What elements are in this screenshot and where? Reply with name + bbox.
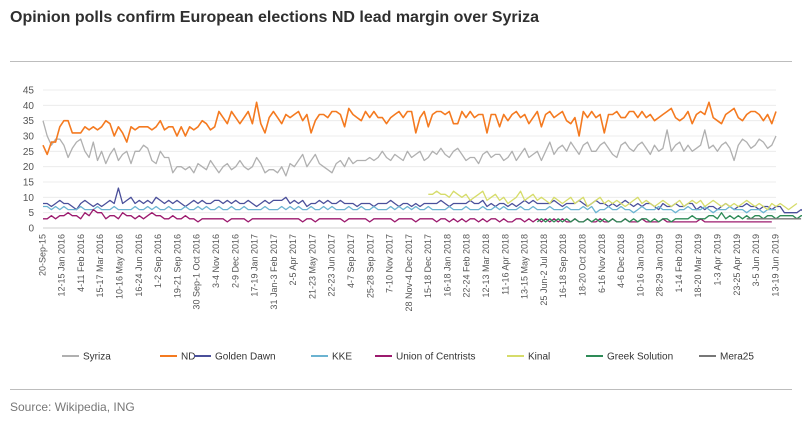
x-tick-label: 10-16 May 2016 — [115, 234, 125, 299]
y-tick-label: 10 — [23, 193, 35, 204]
legend-label: Greek Solution — [607, 352, 673, 363]
legend-label: ND — [181, 352, 195, 363]
series-line-nd — [42, 101, 777, 156]
y-tick-label: 35 — [23, 116, 35, 127]
y-tick-label: 30 — [23, 132, 35, 143]
x-tick-label: 20-Sep-15 — [37, 234, 47, 276]
series-line-kke — [43, 205, 776, 214]
x-tick-label: 4-6 Dec 2018 — [616, 234, 626, 288]
legend-label: Golden Dawn — [215, 352, 276, 363]
series-line-union-of-centrists — [43, 208, 772, 223]
legend: Syriza ND Golden Dawn KKE Union of Centrists… — [62, 352, 754, 363]
x-tick-label: 18-20 Mar 2019 — [693, 234, 703, 298]
chart-title: Opinion polls confirm European elections… — [10, 9, 539, 26]
x-tick-label: 25 Jun-2 Jul 2018 — [539, 234, 549, 306]
x-tick-label: 13-19 Jun 2019 — [770, 234, 780, 297]
series-line-syriza — [42, 120, 777, 177]
x-tick-label: 4-7 Sep 2017 — [346, 234, 356, 288]
x-tick-label: 21-23 May 2017 — [307, 234, 317, 299]
x-tick-label: 31 Jan-3 Feb 2017 — [269, 234, 279, 310]
x-tick-label: 16-18 Sep 2018 — [558, 234, 568, 298]
x-tick-label: 3-4 Nov 2016 — [211, 234, 221, 288]
x-tick-label: 4-11 Feb 2016 — [76, 234, 86, 292]
x-tick-label: 16-24 Jun 2016 — [134, 234, 144, 297]
x-tick-label: 19-21 Sep 2016 — [172, 234, 182, 298]
y-tick-label: 45 — [23, 86, 35, 97]
x-tick-label: 18-20 Oct 2018 — [577, 234, 587, 296]
series-line-greek-solution — [536, 212, 802, 223]
x-tick-label: 28 Nov-4 Dec 2017 — [404, 234, 414, 312]
x-tick-label: 1-2 Sep 2016 — [153, 234, 163, 288]
y-tick-label: 5 — [28, 208, 34, 219]
legend-label: Kinal — [528, 352, 550, 363]
y-tick-label: 25 — [23, 147, 35, 158]
x-tick-label: 7-10 Nov 2017 — [385, 234, 395, 293]
x-tick-label: 22-23 Jun 2017 — [327, 234, 337, 297]
x-tick-label: 2-5 Apr 2017 — [288, 234, 298, 286]
top-rule — [10, 61, 792, 62]
y-tick-label: 15 — [23, 178, 35, 189]
x-tick-label: 15-17 Mar 2016 — [95, 234, 105, 298]
x-tick-label: 30 Sep-1 Oct 2016 — [192, 234, 202, 310]
x-tick-label: 11-16 Apr 2018 — [500, 234, 510, 295]
bottom-rule — [10, 389, 792, 390]
x-tick-label: 12-13 Mar 2018 — [481, 234, 491, 298]
x-tick-label: 28-29 Jan 2019 — [655, 234, 665, 297]
x-tick-label: 12-15 Jan 2016 — [57, 234, 67, 297]
legend-label: Syriza — [83, 352, 111, 363]
x-tick-label: 6-16 Nov 2018 — [597, 234, 607, 293]
x-tick-label: 3-5 Jun 2019 — [751, 234, 761, 287]
legend-label: Mera25 — [720, 352, 754, 363]
x-tick-label: 22-24 Feb 2018 — [462, 234, 472, 298]
x-tick-label: 17-19 Jan 2017 — [250, 234, 260, 297]
x-tick-label: 15-18 Dec 2017 — [423, 234, 433, 298]
legend-label: Union of Centrists — [396, 352, 475, 363]
x-tick-label: 10-16 Jan 2019 — [635, 234, 645, 297]
x-tick-label: 1-3 Apr 2019 — [713, 234, 723, 286]
x-tick-label: 2-9 Dec 2016 — [230, 234, 240, 288]
x-tick-label: 1-14 Feb 2019 — [674, 234, 684, 293]
y-tick-label: 0 — [28, 224, 34, 235]
x-tick-label: 13-15 May 2018 — [520, 234, 530, 299]
x-tick-label: 16-18 Jan 2018 — [442, 234, 452, 297]
y-tick-label: 40 — [23, 101, 35, 112]
series-line-kinal — [428, 190, 798, 211]
source-note: Source: Wikipedia, ING — [10, 400, 135, 414]
legend-label: KKE — [332, 352, 352, 363]
line-chart: 0 5 10 15 20 25 30 35 40 45 20-Sep-15 12-15 Jan 20… — [23, 86, 802, 363]
x-tick-label: 25-28 Sep 2017 — [365, 234, 375, 298]
series-lines — [42, 101, 802, 223]
y-axis-ticks: 0 5 10 15 20 25 30 35 40 45 — [23, 86, 35, 235]
x-tick-label: 23-25 Apr 2019 — [732, 234, 742, 296]
x-axis-ticks: 20-Sep-15 12-15 Jan 2016 4-11 Feb 2016 15-1… — [37, 234, 780, 312]
y-tick-label: 20 — [23, 162, 35, 173]
